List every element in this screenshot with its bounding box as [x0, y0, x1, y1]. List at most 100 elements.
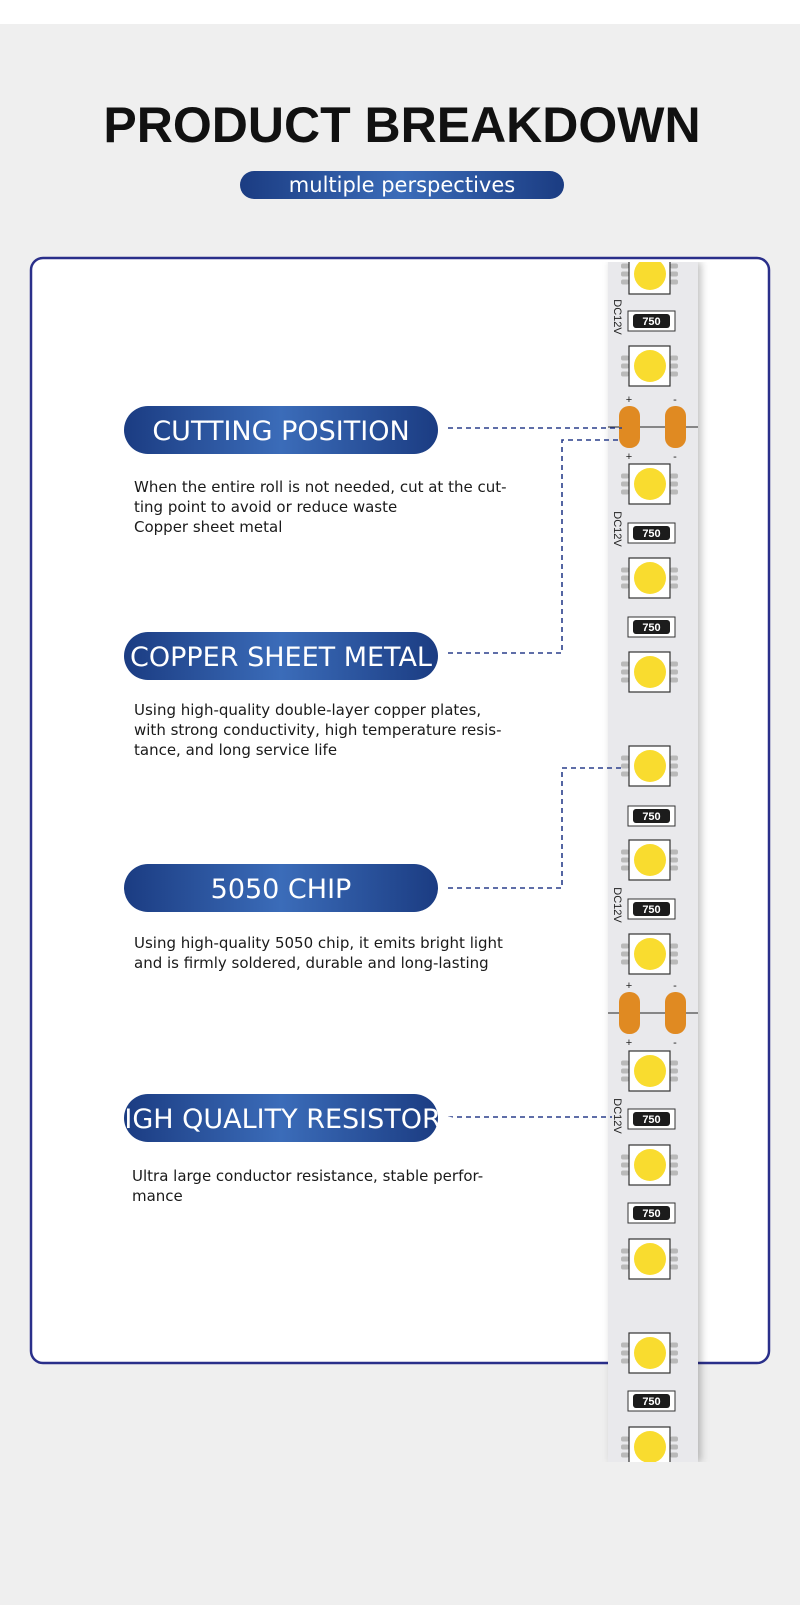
- feature-description: Using high-quality double-layer copper p…: [134, 701, 481, 719]
- polarity: +: [626, 980, 632, 992]
- led-light: [634, 350, 666, 382]
- led-light: [634, 1431, 666, 1462]
- feature-pill: [124, 1094, 438, 1142]
- led-pin: [621, 857, 629, 863]
- led-pin: [621, 263, 629, 269]
- led-pin: [621, 481, 629, 487]
- led-pin: [621, 943, 629, 949]
- resistor-code: 750: [642, 316, 660, 328]
- led-chip: [621, 1238, 678, 1280]
- led-pin: [621, 661, 629, 667]
- connectors: [448, 427, 622, 1118]
- led-pin: [670, 661, 678, 667]
- resistor-body: [633, 1394, 670, 1408]
- polarity: +: [626, 1037, 632, 1049]
- led-pin: [621, 355, 629, 361]
- led-pin: [670, 1060, 678, 1066]
- led-pin: [621, 1068, 629, 1074]
- polarity: +: [626, 394, 632, 406]
- led-pin: [670, 677, 678, 683]
- feature-description: and is firmly soldered, durable and long…: [134, 954, 489, 972]
- led-pin: [621, 1452, 629, 1458]
- led-pin: [621, 489, 629, 495]
- led-pin: [621, 1342, 629, 1348]
- led-light: [634, 1149, 666, 1181]
- title: PRODUCT BREAKDOWN: [103, 97, 700, 153]
- led-light: [634, 844, 666, 876]
- led-chip: [621, 745, 678, 787]
- led-chip: [621, 463, 678, 505]
- led-light: [634, 750, 666, 782]
- feature-description: mance: [132, 1187, 183, 1205]
- polarity: +: [626, 451, 632, 463]
- connector: [448, 439, 622, 654]
- led-pin: [670, 1444, 678, 1450]
- resistor-code: 750: [642, 528, 660, 540]
- led-pin: [670, 363, 678, 369]
- feature-description: with strong conductivity, high temperatu…: [134, 721, 502, 739]
- feature-description: tance, and long service life: [134, 741, 337, 759]
- connector: [448, 767, 622, 889]
- strip-voltage: DC12V: [611, 1098, 623, 1134]
- led-pin: [621, 1248, 629, 1254]
- led-pin: [621, 959, 629, 965]
- led-chip: [621, 651, 678, 693]
- led-pin: [670, 355, 678, 361]
- feature-label: COPPER SHEET METAL: [130, 642, 432, 673]
- resistor-body: [633, 1206, 670, 1220]
- led-pin: [621, 1162, 629, 1168]
- led-pin: [621, 1264, 629, 1270]
- led-pin: [670, 473, 678, 479]
- led-pin: [670, 865, 678, 871]
- resistor-code: 750: [642, 811, 660, 823]
- led-pin: [670, 1248, 678, 1254]
- resistor-body: [633, 314, 670, 328]
- led-light: [634, 656, 666, 688]
- led-pin: [670, 857, 678, 863]
- led-pin: [621, 677, 629, 683]
- led-pin: [670, 849, 678, 855]
- top-band: [0, 0, 800, 24]
- led-pin: [621, 849, 629, 855]
- led-chip: [621, 1144, 678, 1186]
- led-pin: [621, 575, 629, 581]
- strip-voltage: DC12V: [611, 299, 623, 335]
- led-pin: [670, 1264, 678, 1270]
- feature-label: CUTTING POSITION: [152, 416, 409, 447]
- led-pin: [670, 951, 678, 957]
- feature-description: ting point to avoid or reduce waste: [134, 498, 397, 516]
- led-pin: [670, 481, 678, 487]
- led-pin: [670, 669, 678, 675]
- led-pin: [621, 1444, 629, 1450]
- led-pin: [670, 1162, 678, 1168]
- feature-description: Ultra large conductor resistance, stable…: [132, 1167, 483, 1185]
- led-pin: [621, 279, 629, 285]
- led-pin: [621, 271, 629, 277]
- led-chip: [621, 933, 678, 975]
- led-pin: [670, 771, 678, 777]
- led-chip: [621, 345, 678, 387]
- led-pin: [621, 771, 629, 777]
- led-chip: [621, 557, 678, 599]
- feature-label: 5050 CHIP: [211, 874, 352, 905]
- led-pin: [670, 1154, 678, 1160]
- feature-description: Using high-quality 5050 chip, it emits b…: [134, 934, 503, 952]
- resistor-code: 750: [642, 1114, 660, 1126]
- led-pin: [670, 371, 678, 377]
- led-pin: [621, 755, 629, 761]
- resistor-body: [633, 526, 670, 540]
- resistor-body: [633, 1112, 670, 1126]
- led-pin: [621, 951, 629, 957]
- led-light: [634, 562, 666, 594]
- led-pin: [670, 763, 678, 769]
- led-pin: [621, 1350, 629, 1356]
- led-pin: [670, 943, 678, 949]
- led-light: [634, 468, 666, 500]
- resistor-code: 750: [642, 622, 660, 634]
- led-pin: [621, 1154, 629, 1160]
- led-pin: [670, 567, 678, 573]
- led-pin: [621, 583, 629, 589]
- led-pin: [670, 279, 678, 285]
- led-pin: [670, 271, 678, 277]
- resistor-code: 750: [642, 904, 660, 916]
